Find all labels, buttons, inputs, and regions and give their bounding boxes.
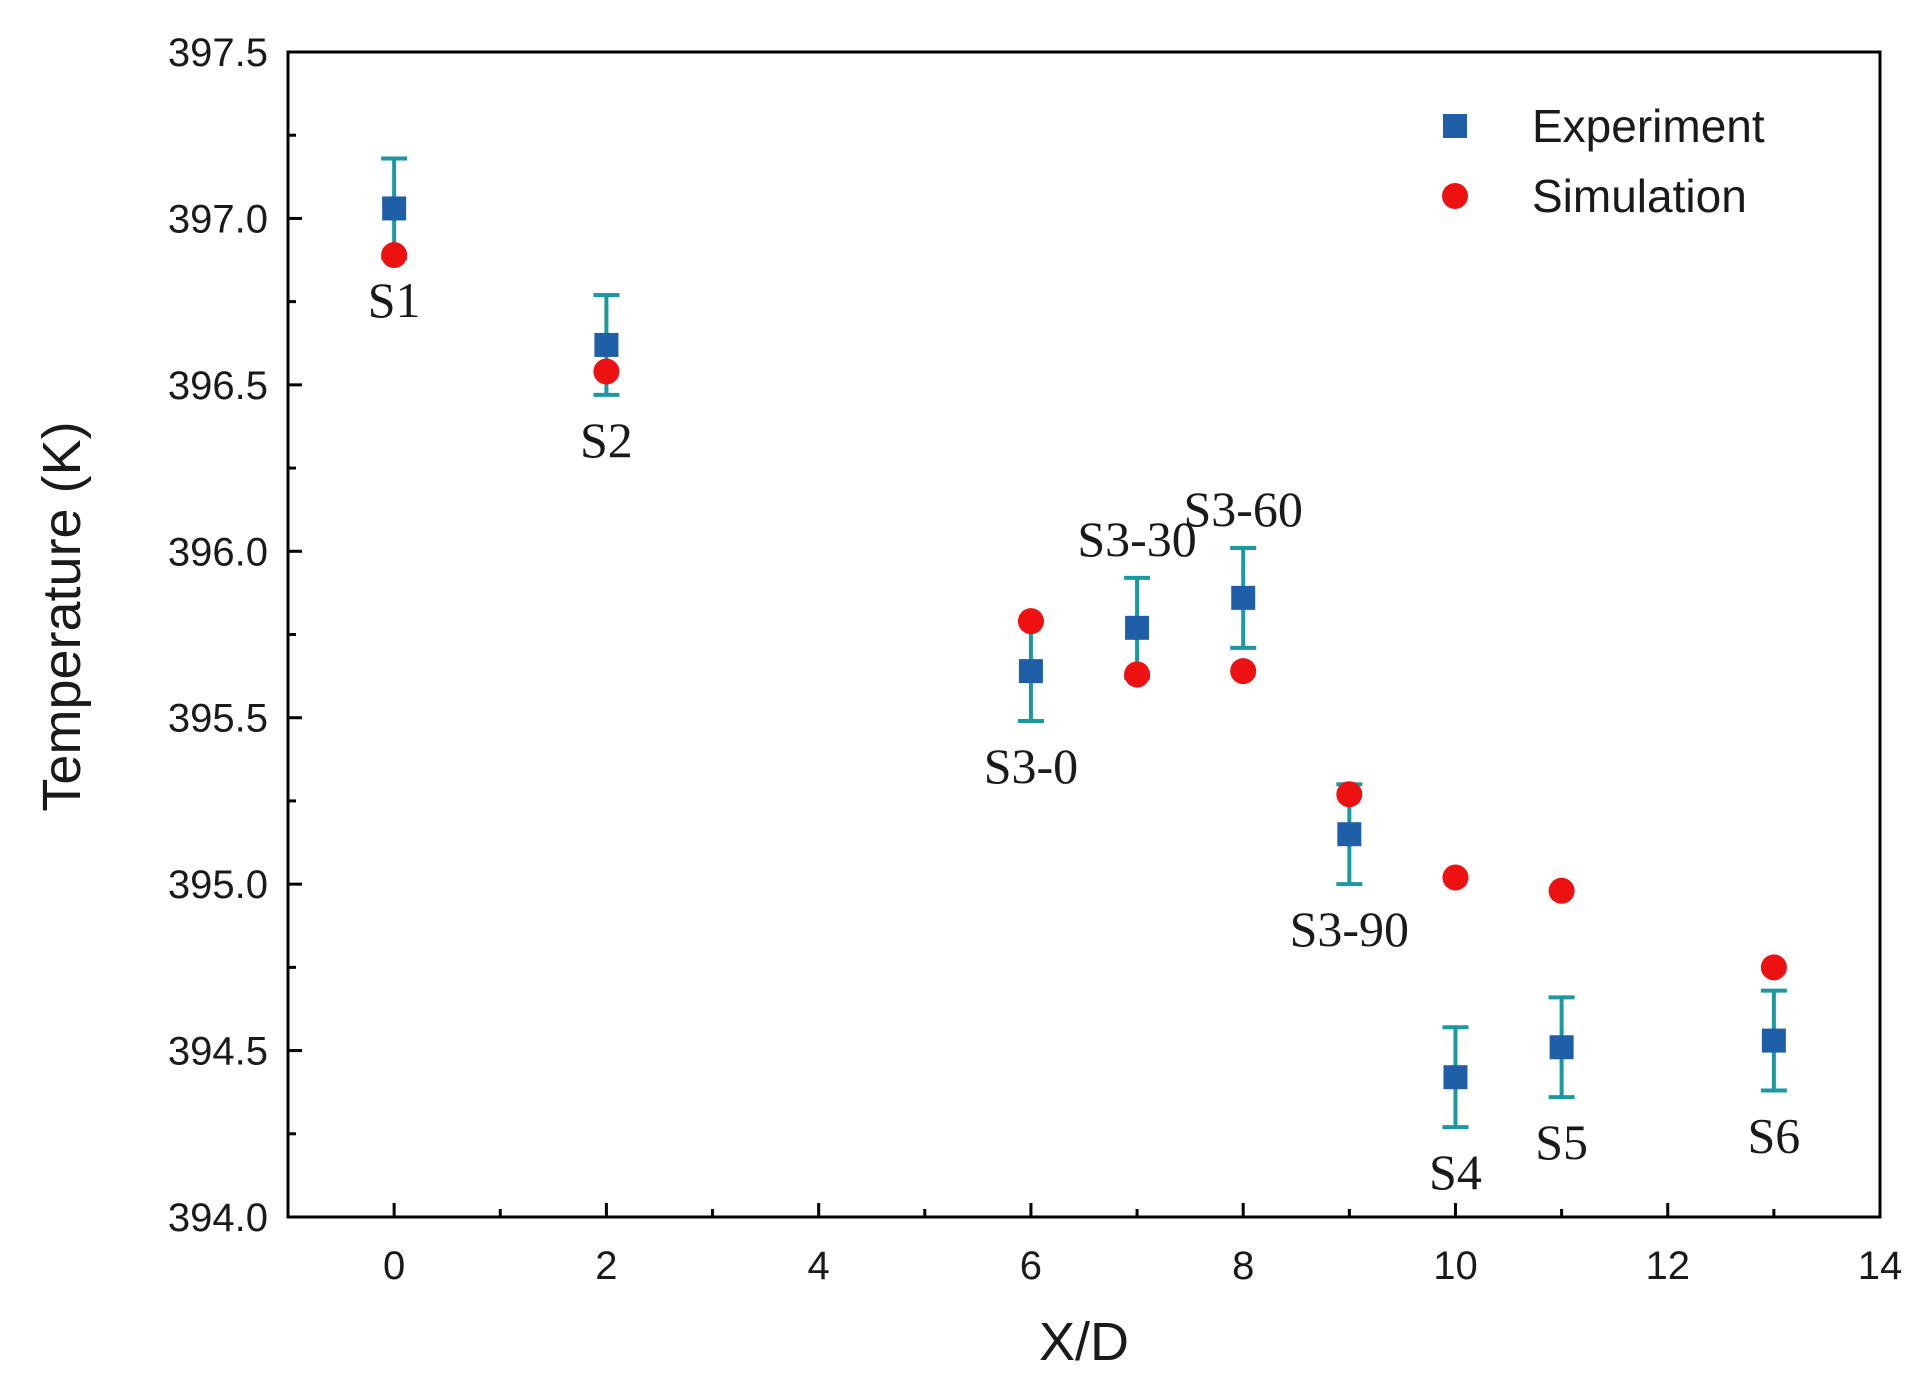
x-tick-label: 4 (808, 1244, 830, 1288)
data-markers (381, 196, 1787, 1090)
y-tick-label: 394.0 (168, 1196, 268, 1240)
x-tick-label: 8 (1232, 1244, 1254, 1288)
x-axis-title: X/D (1039, 1312, 1129, 1372)
point-label: S5 (1535, 1114, 1588, 1170)
experiment-point (382, 196, 407, 221)
simulation-point (1017, 608, 1044, 635)
simulation-point (1760, 954, 1787, 981)
legend-label-experiment: Experiment (1532, 100, 1765, 152)
x-tick-label: 10 (1433, 1244, 1478, 1288)
experiment-point (1337, 822, 1362, 847)
legend-circle-icon (1442, 183, 1468, 209)
y-tick-label: 395.0 (168, 863, 268, 907)
experiment-point (1549, 1035, 1574, 1060)
x-axis-ticks: 0 2 4 6 8 10 12 14 (286, 1203, 1903, 1288)
point-label: S2 (580, 412, 633, 468)
y-axis-ticks: 394.0 394.5 395.0 395.5 396.0 396.5 397.0 397.5 (168, 31, 302, 1240)
plot-frame (286, 50, 1882, 1219)
y-tick-label: 396.0 (168, 530, 268, 574)
point-label: S3-90 (1290, 901, 1409, 957)
experiment-point (594, 332, 619, 357)
experiment-point (1443, 1065, 1468, 1090)
experiment-point (1018, 659, 1043, 684)
x-tick-label: 2 (595, 1244, 617, 1288)
simulation-point (1124, 661, 1151, 688)
experiment-point (1761, 1028, 1786, 1053)
x-tick-label: 14 (1858, 1244, 1903, 1288)
simulation-point (1442, 864, 1469, 891)
error-bars (381, 156, 1787, 1130)
simulation-point (1230, 658, 1257, 685)
simulation-point (1548, 877, 1575, 904)
point-label: S1 (368, 272, 421, 328)
legend-label-simulation: Simulation (1532, 170, 1747, 222)
point-label: S6 (1747, 1108, 1800, 1164)
point-label: S3-60 (1183, 481, 1302, 537)
x-tick-label: 6 (1020, 1244, 1042, 1288)
y-tick-label: 396.5 (168, 364, 268, 408)
x-tick-label: 12 (1645, 1244, 1690, 1288)
y-tick-label: 395.5 (168, 697, 268, 741)
simulation-point (381, 242, 408, 269)
y-tick-label: 394.5 (168, 1030, 268, 1074)
y-tick-label: 397.0 (168, 197, 268, 241)
y-tick-label: 397.5 (168, 31, 268, 75)
plot-border (286, 50, 1882, 1219)
simulation-point (593, 358, 620, 385)
y-axis-title: Temperature (K) (32, 421, 92, 811)
legend-square-icon (1443, 114, 1467, 138)
experiment-point (1231, 585, 1256, 610)
point-label: S3-0 (984, 738, 1078, 794)
point-label: S3-30 (1077, 511, 1196, 567)
experiment-point (1125, 615, 1150, 640)
point-label: S4 (1429, 1144, 1482, 1200)
legend: Experiment Simulation (1442, 100, 1765, 222)
x-tick-label: 0 (383, 1244, 405, 1288)
simulation-point (1336, 781, 1363, 808)
